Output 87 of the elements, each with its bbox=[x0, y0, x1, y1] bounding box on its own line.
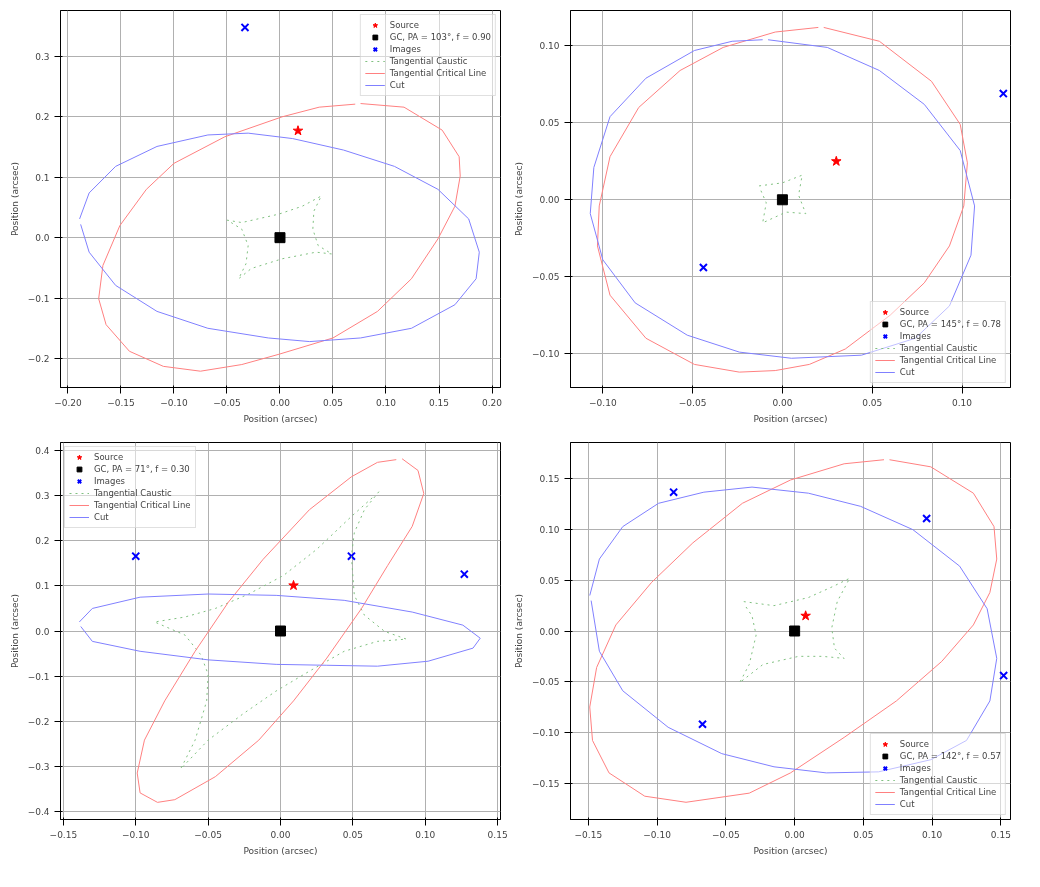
y-tick-label: 0.3 bbox=[35, 51, 50, 62]
legend-label: GC, PA = 103°, f = 0.90 bbox=[389, 32, 491, 42]
x-tick-label: −0.20 bbox=[54, 397, 82, 408]
x-tick-label: 0.05 bbox=[342, 829, 363, 840]
y-tick-label: 0.10 bbox=[539, 41, 560, 52]
y-axis-title: Position (arcsec) bbox=[9, 593, 20, 669]
legend-label: Cut bbox=[899, 799, 916, 809]
x-tick-label: −0.05 bbox=[712, 829, 740, 840]
y-tick-label: −0.3 bbox=[27, 761, 50, 772]
legend-label: Tangential Caustic bbox=[389, 56, 468, 66]
y-tick-label: 0.10 bbox=[539, 525, 560, 536]
x-tick-label: 0.00 bbox=[269, 397, 291, 408]
y-tick-label: 0.0 bbox=[35, 233, 50, 244]
legend-label: Tangential Critical Line bbox=[94, 500, 191, 510]
x-tick-label: −0.15 bbox=[107, 397, 135, 408]
legend-label: Images bbox=[94, 476, 126, 486]
y-tick-label: 0.00 bbox=[539, 626, 560, 637]
legend-label: Tangential Caustic bbox=[899, 775, 978, 785]
y-tick-label: −0.1 bbox=[27, 671, 50, 682]
y-tick-label: 0.4 bbox=[35, 446, 50, 457]
x-tick-label: −0.05 bbox=[678, 397, 707, 408]
x-tick-label: −0.05 bbox=[213, 397, 241, 408]
y-tick-label: −0.10 bbox=[531, 727, 560, 738]
x-tick-label: 0.15 bbox=[487, 829, 508, 840]
y-tick-label: 0.0 bbox=[35, 626, 50, 637]
y-tick-label: −0.1 bbox=[27, 293, 50, 304]
legend-label: Source bbox=[389, 20, 420, 30]
y-tick-label: 0.1 bbox=[35, 581, 50, 592]
legend-label: Images bbox=[899, 763, 931, 773]
legend-label: Cut bbox=[899, 367, 916, 377]
x-tick-label: 0.05 bbox=[322, 397, 344, 408]
y-tick-label: −0.15 bbox=[531, 778, 560, 789]
x-tick-label: 0.15 bbox=[428, 397, 450, 408]
y-tick-label: 0.00 bbox=[539, 195, 560, 206]
x-tick-label: 0.05 bbox=[853, 829, 874, 840]
legend-label: Cut bbox=[389, 80, 406, 90]
x-tick-label: 0.10 bbox=[951, 397, 973, 408]
legend-label: Images bbox=[899, 331, 931, 341]
y-tick-label: 0.2 bbox=[35, 536, 50, 547]
legend-label: Cut bbox=[94, 512, 110, 522]
x-tick-label: −0.10 bbox=[121, 829, 150, 840]
x-tick-label: 0.00 bbox=[270, 829, 291, 840]
x-tick-label: 0.00 bbox=[784, 829, 805, 840]
x-tick-label: 0.05 bbox=[862, 397, 883, 408]
x-axis-title: Position (arcsec) bbox=[753, 413, 828, 424]
x-tick-label: −0.10 bbox=[160, 397, 189, 408]
legend-label: GC, PA = 71°, f = 0.30 bbox=[94, 464, 190, 474]
x-axis-title: Position (arcsec) bbox=[243, 845, 318, 856]
legend-label: Source bbox=[899, 307, 930, 317]
x-tick-label: 0.10 bbox=[415, 829, 436, 840]
x-axis-title: Position (arcsec) bbox=[753, 845, 828, 856]
legend-label: Images bbox=[389, 44, 421, 54]
legend-label: GC, PA = 145°, f = 0.78 bbox=[899, 319, 1001, 329]
y-axis-title: Position (arcsec) bbox=[9, 161, 20, 237]
x-tick-label: 0.10 bbox=[375, 397, 397, 408]
legend-label: Tangential Critical Line bbox=[899, 355, 997, 365]
x-axis-title: Position (arcsec) bbox=[243, 413, 318, 424]
y-tick-label: −0.2 bbox=[27, 354, 50, 364]
y-tick-label: 0.1 bbox=[35, 172, 50, 183]
x-tick-label: 0.00 bbox=[772, 397, 793, 408]
y-tick-label: 0.2 bbox=[35, 112, 50, 123]
y-tick-label: 0.15 bbox=[539, 474, 560, 485]
x-tick-label: −0.10 bbox=[589, 397, 617, 408]
legend-label: Source bbox=[899, 739, 930, 749]
y-tick-label: −0.2 bbox=[27, 716, 50, 727]
x-tick-label: 0.15 bbox=[990, 829, 1011, 840]
y-tick-label: 0.05 bbox=[539, 118, 560, 129]
legend-label: GC, PA = 142°, f = 0.57 bbox=[899, 751, 1001, 761]
y-tick-label: −0.10 bbox=[531, 349, 560, 360]
x-tick-label: −0.15 bbox=[49, 829, 78, 840]
legend-label: Source bbox=[94, 452, 124, 462]
legend-label: Tangential Caustic bbox=[94, 488, 172, 498]
x-tick-label: 0.20 bbox=[482, 397, 503, 408]
y-tick-label: −0.05 bbox=[531, 272, 560, 283]
x-tick-label: −0.05 bbox=[194, 829, 222, 840]
y-axis-title: Position (arcsec) bbox=[513, 161, 524, 237]
y-tick-label: 0.3 bbox=[35, 491, 50, 502]
x-tick-label: −0.15 bbox=[574, 829, 603, 840]
legend-label: Tangential Critical Line bbox=[389, 68, 487, 78]
x-tick-label: 0.10 bbox=[922, 829, 943, 840]
y-tick-label: −0.05 bbox=[531, 677, 560, 688]
y-tick-label: −0.4 bbox=[27, 806, 50, 817]
x-tick-label: −0.10 bbox=[643, 829, 672, 840]
y-axis-title: Position (arcsec) bbox=[513, 593, 524, 669]
y-tick-label: 0.05 bbox=[539, 575, 560, 586]
legend-label: Tangential Critical Line bbox=[899, 787, 997, 797]
legend-label: Tangential Caustic bbox=[899, 343, 978, 353]
